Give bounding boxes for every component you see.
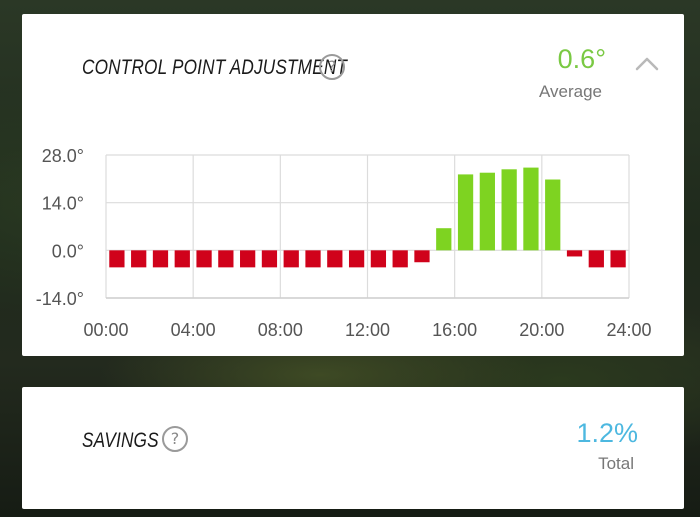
help-icon[interactable]: ? bbox=[162, 426, 188, 452]
chart-bar bbox=[414, 250, 430, 263]
chart-bar bbox=[348, 250, 365, 268]
chart-bar bbox=[109, 250, 125, 268]
chart-bar bbox=[261, 250, 278, 268]
chart-bar bbox=[240, 250, 256, 268]
y-tick-label: 28.0° bbox=[42, 146, 84, 166]
chart-bar bbox=[327, 250, 343, 268]
chart-bar bbox=[131, 250, 147, 268]
card-title: CONTROL POINT ADJUSTMENT bbox=[82, 56, 348, 79]
average-value: 0.6° bbox=[557, 44, 606, 74]
chart-bar bbox=[610, 250, 626, 268]
control-point-adjustment-card: CONTROL POINT ADJUSTMENT ? 0.6° Average … bbox=[22, 14, 684, 356]
chart-bar bbox=[479, 172, 495, 251]
x-axis-labels: 00:00 04:00 08:00 12:00 16:00 20:00 24:00 bbox=[83, 320, 651, 340]
chart-bar bbox=[392, 250, 408, 268]
chart-bar bbox=[566, 250, 583, 257]
chart-bar bbox=[588, 250, 604, 268]
chart-bar bbox=[370, 250, 387, 268]
chart-bar bbox=[218, 250, 234, 268]
chart-bar bbox=[545, 179, 561, 251]
x-tick-label: 20:00 bbox=[519, 320, 564, 340]
total-label: Total bbox=[598, 454, 634, 473]
x-tick-label: 24:00 bbox=[606, 320, 651, 340]
help-icon[interactable]: ? bbox=[319, 54, 345, 80]
savings-card: SAVINGS ? 1.2% Total bbox=[22, 387, 684, 509]
chevron-up-icon[interactable] bbox=[634, 56, 660, 72]
x-tick-label: 16:00 bbox=[432, 320, 477, 340]
chart-bar bbox=[174, 250, 190, 268]
chart-bar bbox=[305, 250, 321, 268]
total-value: 1.2% bbox=[576, 418, 638, 448]
average-label: Average bbox=[538, 82, 602, 101]
control-point-chart: 28.0° 14.0° 0.0° -14.0° 00:00 04:00 08:00 12:0… bbox=[36, 146, 652, 340]
chart-grid bbox=[105, 154, 630, 299]
x-tick-label: 00:00 bbox=[83, 320, 128, 340]
card-title: SAVINGS bbox=[82, 429, 159, 452]
chart-bar bbox=[523, 167, 539, 251]
y-axis-labels: 28.0° 14.0° 0.0° -14.0° bbox=[36, 146, 84, 309]
chart-bars bbox=[109, 167, 626, 268]
chart-bar bbox=[457, 174, 474, 251]
x-tick-label: 04:00 bbox=[171, 320, 216, 340]
y-tick-label: 14.0° bbox=[42, 194, 84, 214]
chart-bar bbox=[436, 228, 452, 251]
x-tick-label: 12:00 bbox=[345, 320, 390, 340]
x-tick-label: 08:00 bbox=[258, 320, 303, 340]
chart-bar bbox=[152, 250, 169, 268]
y-tick-label: 0.0° bbox=[52, 241, 84, 261]
chart-bar bbox=[196, 250, 212, 268]
chart-bar bbox=[501, 169, 517, 251]
chart-bar bbox=[283, 250, 299, 268]
y-tick-label: -14.0° bbox=[36, 289, 84, 309]
